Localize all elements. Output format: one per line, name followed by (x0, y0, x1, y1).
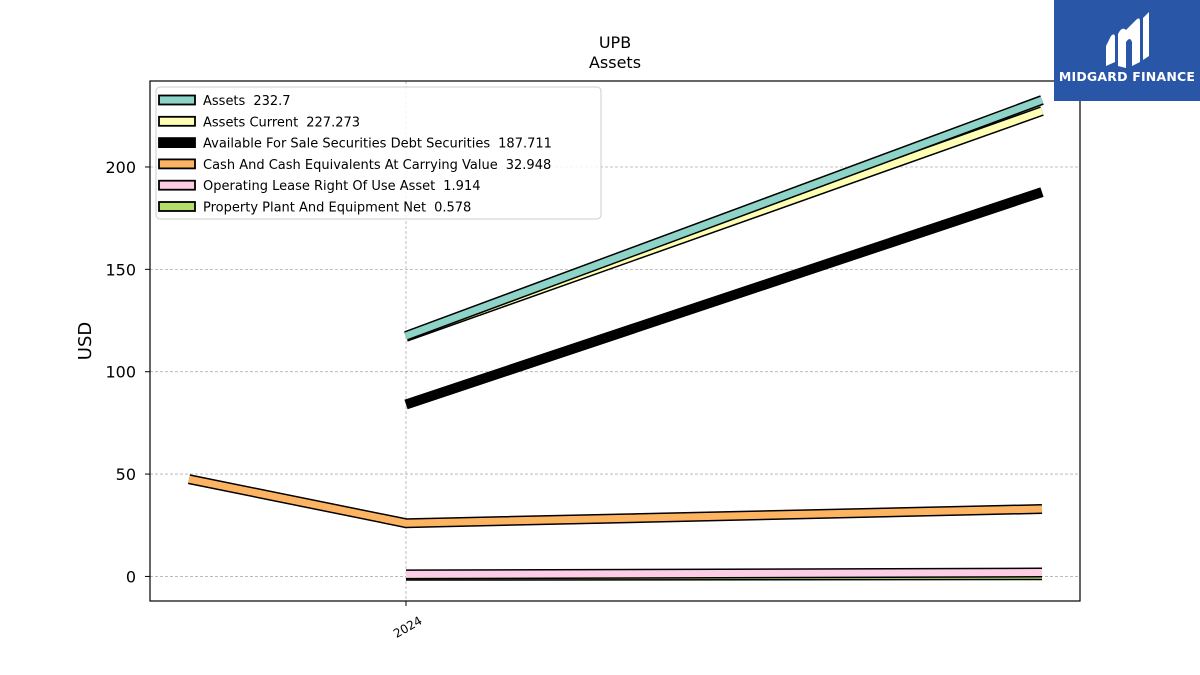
y-tick-label: 0 (126, 567, 136, 586)
series-line (188, 474, 1043, 529)
series-line (404, 187, 1044, 410)
legend-swatch (158, 137, 196, 149)
logo-mark-icon (1106, 12, 1149, 68)
legend-series-name: Assets Current (203, 115, 298, 130)
legend-series-name: Operating Lease Right Of Use Asset (203, 179, 435, 194)
legend-item: Assets Current 227.273 (158, 115, 360, 130)
legend-series-name: Available For Sale Securities Debt Secur… (203, 137, 490, 152)
y-tick-label: 200 (105, 158, 136, 177)
legend-series-value: 232.7 (253, 94, 290, 109)
legend-label: Assets Current 227.273 (203, 115, 360, 130)
legend-label: Available For Sale Securities Debt Secur… (203, 137, 552, 152)
legend: Assets 232.7 Assets Current 227.273 Availabl… (155, 86, 602, 220)
legend-label: Property Plant And Equipment Net 0.578 (203, 201, 471, 216)
legend-series-value: 32.948 (506, 158, 552, 173)
brand-logo: MIDGARD FINANCE (1054, 0, 1200, 101)
legend-swatch (158, 201, 196, 212)
y-axis-ticks: 0 50 100 150 200 (105, 158, 150, 586)
series-lines (188, 95, 1044, 581)
legend-swatch (158, 179, 196, 191)
legend-series-value: 227.273 (306, 115, 360, 130)
y-tick-label: 100 (105, 363, 136, 382)
legend-series-name: Cash And Cash Equivalents At Carrying Va… (203, 158, 498, 173)
chart-title: UPB (598, 33, 632, 52)
legend-item: Property Plant And Equipment Net 0.578 (158, 201, 471, 216)
chart-subtitle: Assets (588, 53, 642, 72)
legend-series-value: 0.578 (434, 201, 471, 216)
legend-series-name: Assets (203, 94, 246, 109)
legend-item: Operating Lease Right Of Use Asset 1.914 (158, 179, 481, 194)
series-line (404, 95, 1044, 341)
legend-item: Cash And Cash Equivalents At Carrying Va… (158, 158, 551, 173)
legend-swatch (158, 158, 196, 170)
series-line (405, 567, 1043, 580)
legend-swatch (158, 94, 196, 106)
legend-label: Assets 232.7 (203, 94, 291, 109)
y-axis-label: USD (75, 322, 96, 360)
logo-text: MIDGARD FINANCE (1058, 69, 1196, 84)
legend-swatch (158, 115, 196, 127)
y-tick-label: 150 (105, 260, 136, 279)
legend-series-name: Property Plant And Equipment Net (203, 201, 426, 216)
legend-item: Assets 232.7 (158, 94, 291, 109)
y-tick-label: 50 (116, 465, 136, 484)
legend-label: Operating Lease Right Of Use Asset 1.914 (203, 179, 481, 194)
legend-item: Available For Sale Securities Debt Secur… (158, 137, 552, 152)
x-tick-label: 2024 (391, 613, 424, 640)
legend-series-value: 187.711 (498, 137, 552, 152)
legend-label: Cash And Cash Equivalents At Carrying Va… (203, 158, 551, 173)
legend-series-value: 1.914 (443, 179, 480, 194)
x-axis-ticks: 2024 (391, 601, 425, 641)
legend-box (155, 86, 602, 220)
plot-frame (149, 80, 1081, 602)
